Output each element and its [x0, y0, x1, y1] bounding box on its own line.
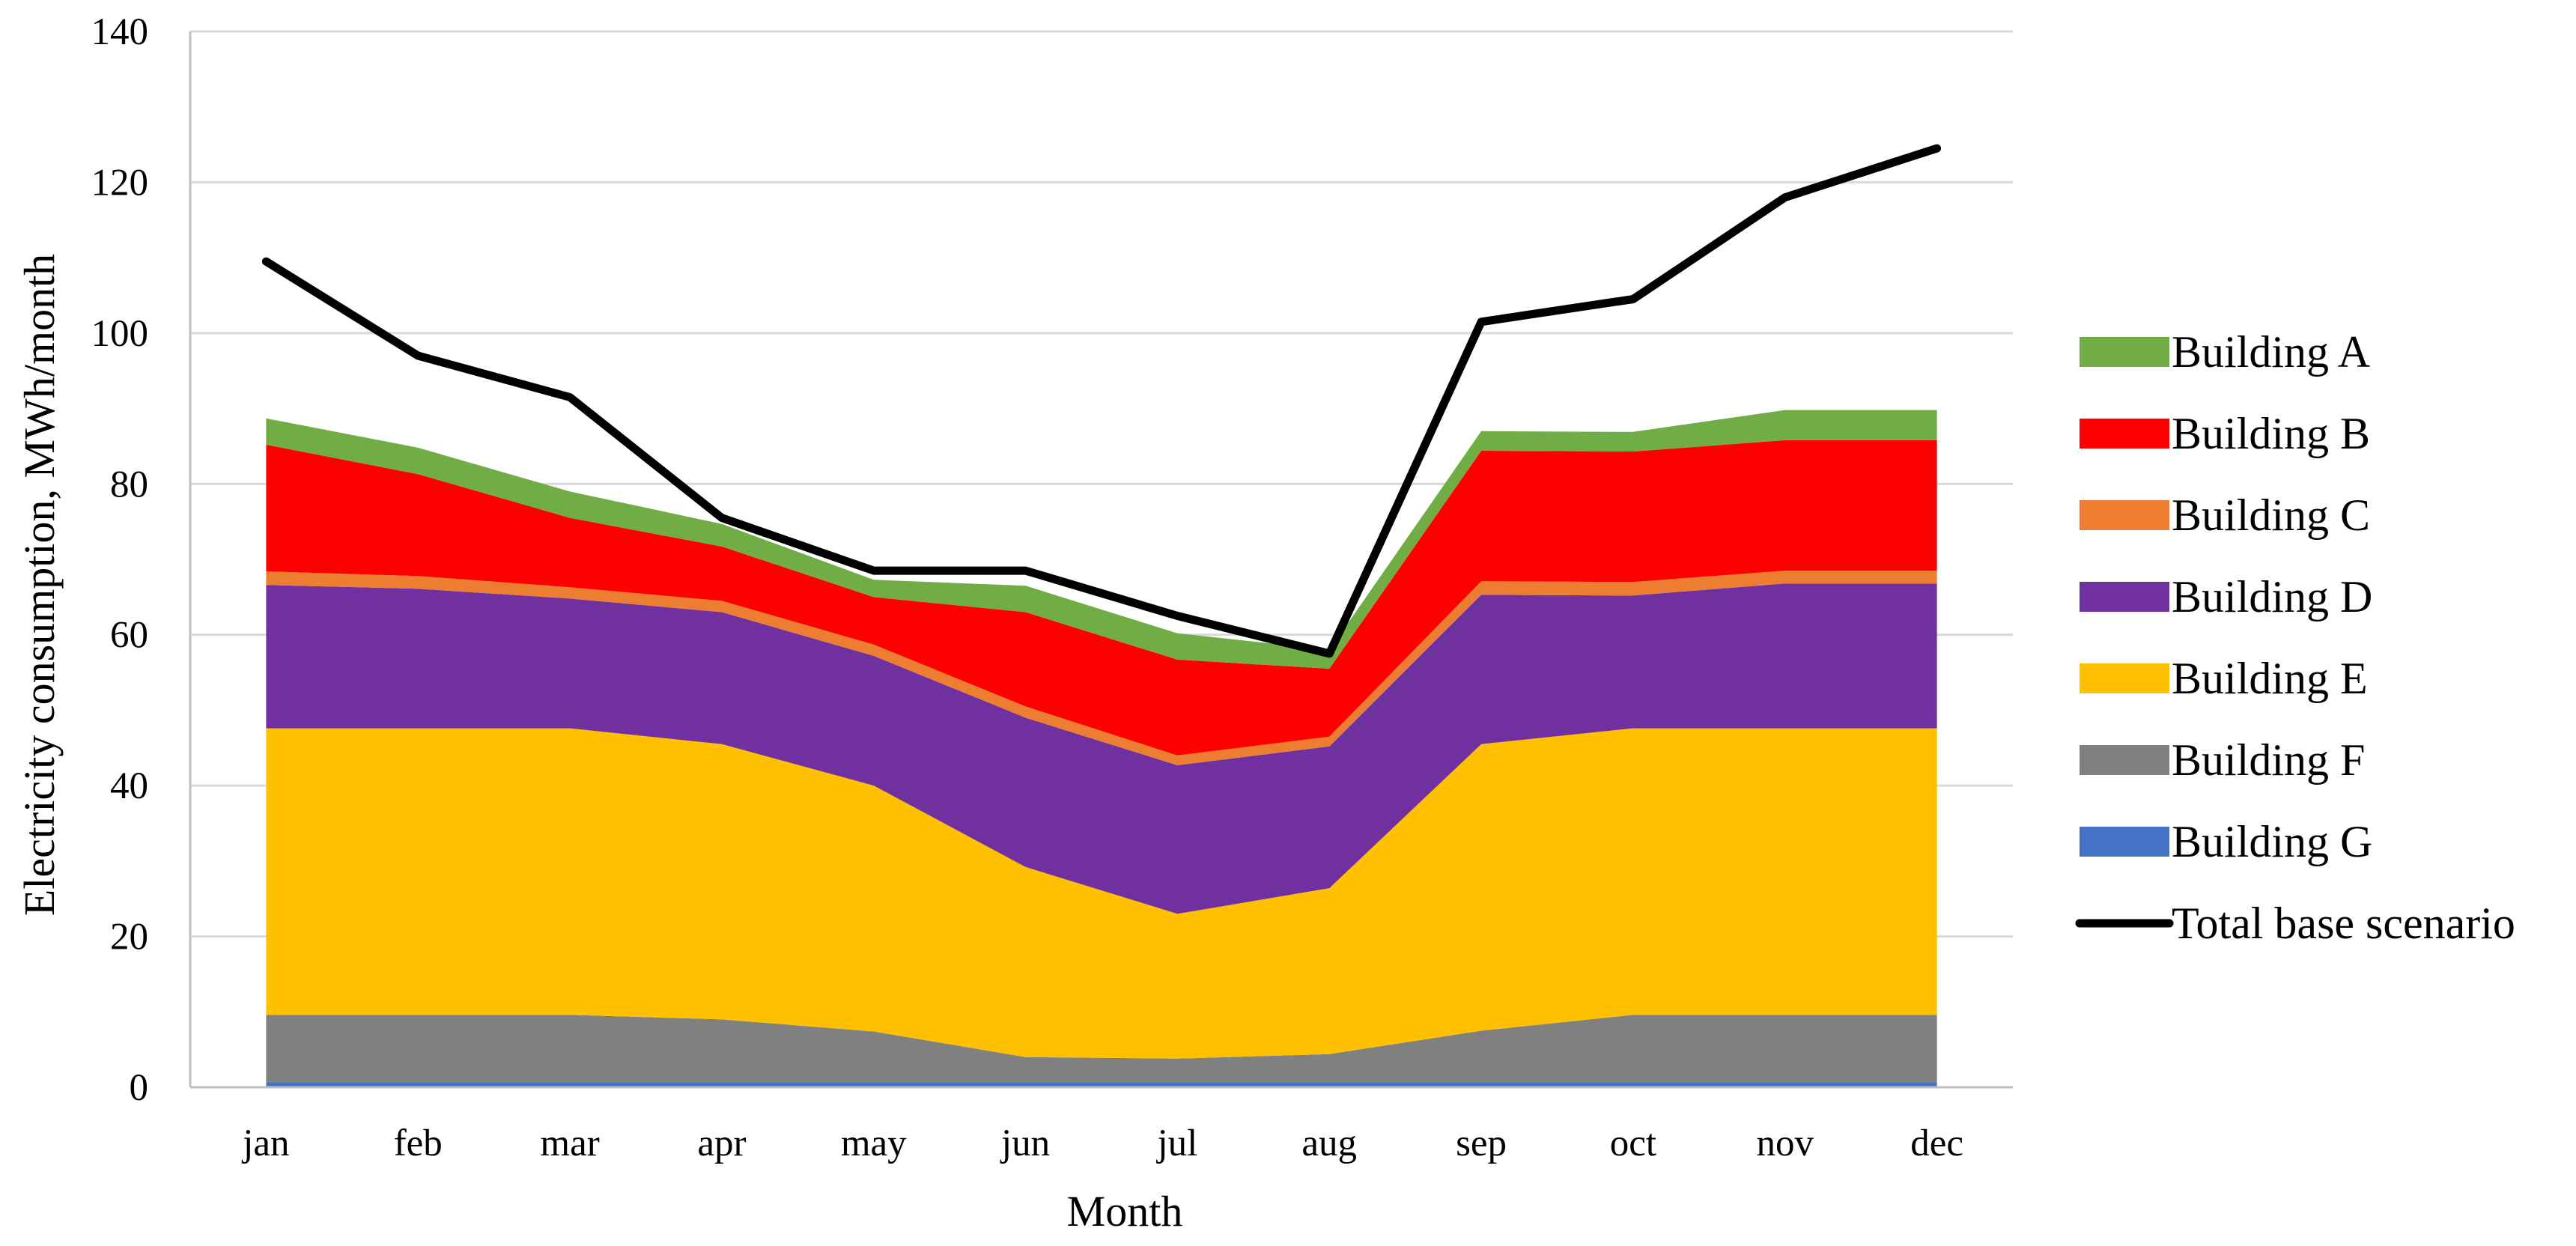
axes [189, 31, 2013, 1089]
legend-item-building-d: Building D [2080, 572, 2372, 622]
y-tick-label: 100 [91, 313, 149, 355]
x-tick-label: sep [1456, 1122, 1507, 1164]
total-line-layer [261, 144, 1942, 658]
legend-swatch [2080, 582, 2169, 612]
legend-label: Building C [2172, 490, 2370, 540]
area-building-a [266, 410, 1937, 669]
legend-swatch [2080, 827, 2169, 857]
legend-item-total-base-scenario: Total base scenario [2075, 899, 2515, 948]
legend-item-building-c: Building C [2080, 490, 2370, 540]
stacked-areas [266, 410, 1937, 1087]
area-building-d [266, 583, 1937, 914]
legend-label: Building D [2172, 572, 2372, 622]
y-axis-title: Electricity consumption, MWh/month [15, 254, 64, 916]
legend: Building A Building B Building C Building D… [2075, 327, 2515, 948]
legend-swatch [2080, 337, 2169, 367]
legend-item-building-f: Building F [2080, 735, 2365, 785]
legend-item-building-a: Building A [2080, 327, 2370, 377]
y-tick-label: 80 [110, 464, 148, 505]
y-tick-label: 20 [110, 917, 148, 958]
legend-label: Building G [2172, 817, 2372, 866]
legend-label: Building E [2172, 654, 2368, 703]
area-building-f [266, 1015, 1937, 1083]
legend-label: Total base scenario [2172, 899, 2515, 948]
y-tick-label: 40 [110, 765, 148, 807]
legend-label: Building F [2172, 735, 2365, 785]
legend-swatch [2080, 663, 2169, 693]
legend-label: Building B [2172, 409, 2370, 458]
legend-label: Building A [2172, 327, 2370, 377]
area-building-b [266, 440, 1937, 756]
x-tick-label: jun [1000, 1122, 1050, 1164]
x-tick-label: may [841, 1122, 907, 1164]
x-axis-title: Month [1067, 1187, 1183, 1236]
y-tick-label: 120 [91, 162, 149, 204]
x-tick-label: dec [1910, 1122, 1963, 1164]
y-tick-label: 0 [130, 1067, 149, 1109]
legend-swatch [2080, 419, 2169, 449]
line-total-base-scenario [261, 144, 1942, 658]
x-tick-label: apr [697, 1122, 746, 1164]
legend-item-building-g: Building G [2080, 817, 2372, 866]
y-tick-label: 60 [110, 615, 148, 657]
legend-item-building-b: Building B [2080, 409, 2370, 458]
area-building-e [266, 728, 1937, 1059]
legend-swatch [2080, 500, 2169, 530]
x-tick-label: aug [1301, 1122, 1357, 1164]
x-tick-label: nov [1757, 1122, 1814, 1164]
legend-item-building-e: Building E [2080, 654, 2368, 703]
y-tick-labels: 0 20 40 60 80 100 120 140 [91, 11, 149, 1109]
y-tick-label: 140 [91, 11, 149, 53]
x-tick-labels: jan feb mar apr may jun jul aug sep oct nov dec [241, 1122, 1963, 1164]
x-tick-label: mar [540, 1122, 599, 1164]
legend-swatch [2080, 745, 2169, 775]
x-tick-label: jan [241, 1122, 289, 1164]
x-tick-label: feb [394, 1122, 443, 1164]
x-tick-label: oct [1610, 1122, 1656, 1164]
x-tick-label: jul [1155, 1122, 1197, 1164]
